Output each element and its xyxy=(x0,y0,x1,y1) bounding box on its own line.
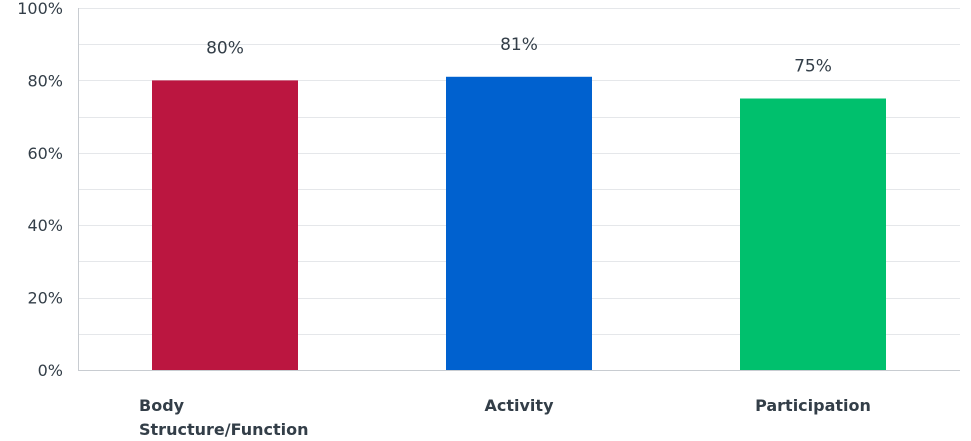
axes xyxy=(78,8,960,371)
data-label: 75% xyxy=(794,57,832,77)
data-label: 80% xyxy=(206,38,244,58)
y-tick-label: 80% xyxy=(27,71,63,90)
y-tick-label: 40% xyxy=(27,216,63,235)
y-tick-label: 60% xyxy=(27,144,63,163)
y-tick-label: 20% xyxy=(27,289,63,308)
bar xyxy=(152,80,298,371)
bar xyxy=(740,98,886,370)
x-axis-category-labels: Body Structure/Function Activity Participat… xyxy=(139,396,871,439)
y-tick-label: 0% xyxy=(38,361,63,380)
bar xyxy=(446,76,592,370)
y-axis-tick-labels: 0% 20% 40% 60% 80% 100% xyxy=(17,0,63,380)
bars xyxy=(152,76,886,371)
y-tick-label: 100% xyxy=(17,0,63,18)
data-labels: 80% 81% 75% xyxy=(206,35,832,77)
x-tick-label: Body Structure/Function xyxy=(139,396,308,439)
data-label: 81% xyxy=(500,35,538,55)
x-tick-label: Participation xyxy=(755,396,871,415)
x-tick-label: Activity xyxy=(485,396,555,415)
